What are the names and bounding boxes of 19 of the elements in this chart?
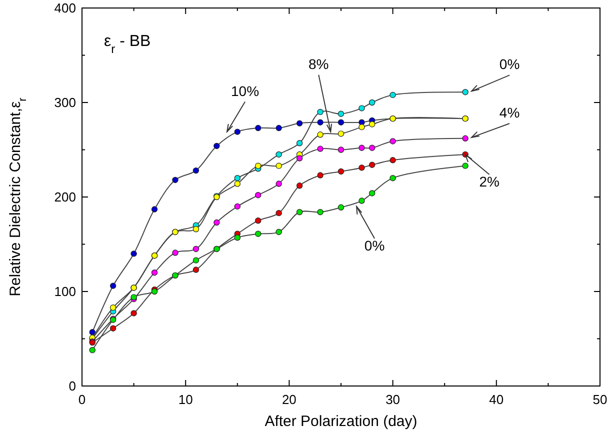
y-tick-label: 0 [68, 378, 76, 394]
text: ε$_{r}$ - BB [104, 33, 151, 56]
x-tick-label: 10 [178, 392, 193, 407]
y-tick-label: 100 [54, 284, 76, 299]
x-axis-title: After Polarization (day) [264, 413, 418, 430]
x-tick-label: 0 [78, 392, 86, 407]
annotation: 2% [479, 173, 500, 190]
x-tick-label: 30 [386, 392, 400, 407]
annotation: 0% [499, 56, 520, 72]
x-tick-label: 50 [592, 392, 608, 407]
x-tick-label: 40 [489, 392, 504, 407]
y-tick-label: 200 [54, 190, 76, 204]
annotation: 0% [364, 237, 385, 254]
annotation: 8% [308, 56, 329, 72]
x-tick-label: 20 [282, 392, 296, 407]
y-tick-label: 300 [54, 95, 76, 110]
annotation: 10% [231, 82, 260, 99]
annotation: 4% [499, 104, 520, 120]
y-tick-label: 400 [54, 0, 76, 16]
